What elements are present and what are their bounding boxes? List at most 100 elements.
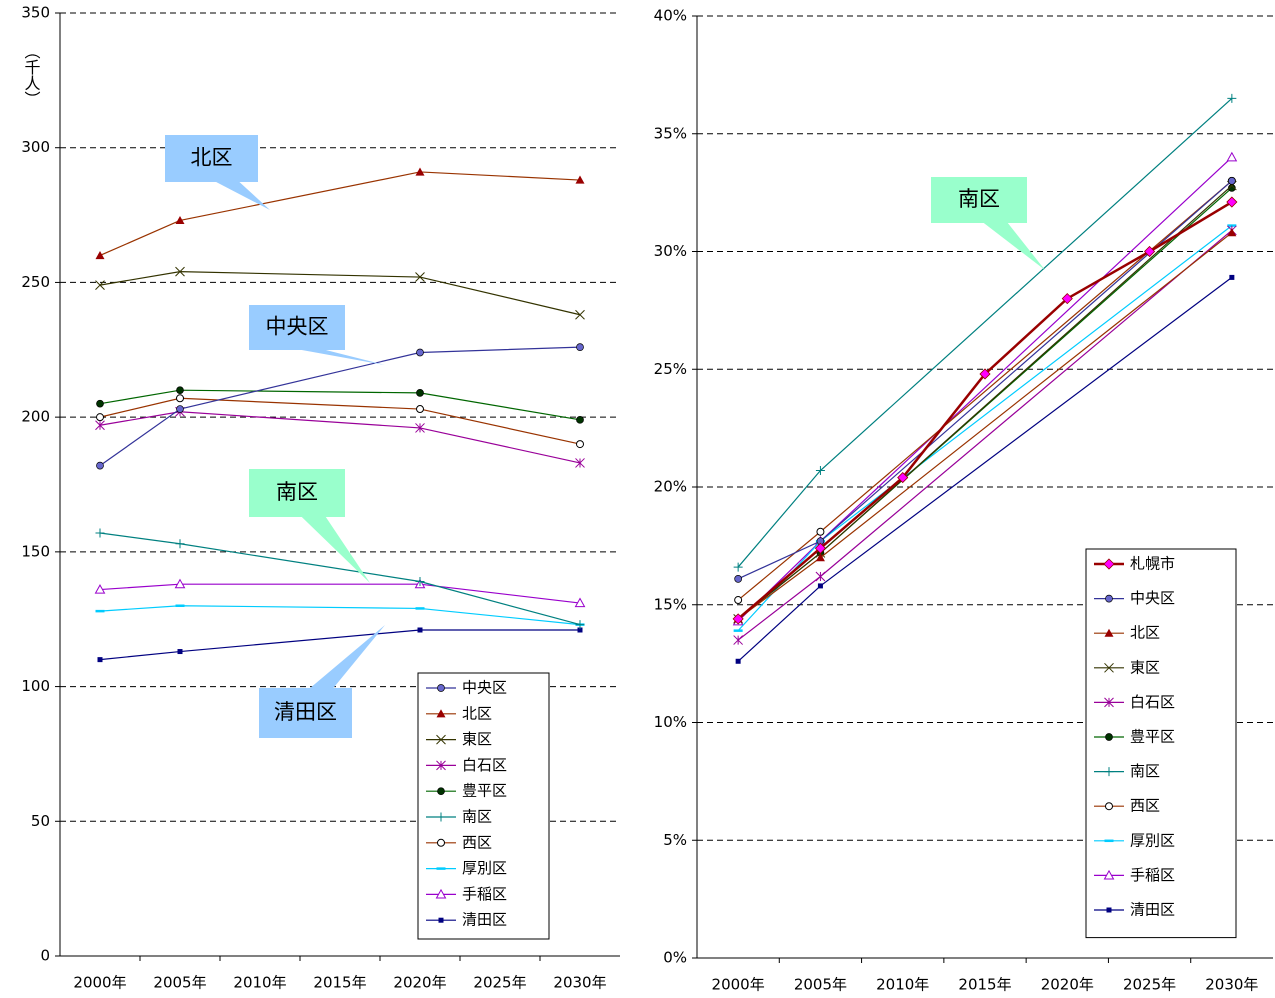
marker	[1227, 93, 1237, 103]
x-tick-label: 2030年	[1205, 976, 1258, 994]
marker	[174, 578, 186, 589]
marker	[575, 175, 585, 184]
marker	[437, 838, 445, 847]
callout-box	[249, 305, 345, 350]
marker	[415, 272, 425, 282]
marker	[814, 542, 826, 554]
y-tick-label: 200	[21, 408, 50, 426]
callout-text: 清田区	[274, 700, 337, 724]
y-tick-label: 20%	[654, 478, 687, 496]
y-tick-label: 250	[21, 273, 50, 291]
marker	[1104, 697, 1114, 708]
marker	[576, 440, 584, 449]
series-line	[99, 389, 581, 421]
legend-label: 南区	[1130, 762, 1160, 780]
marker	[175, 266, 185, 277]
marker	[577, 627, 583, 633]
callout-pointer	[301, 517, 370, 583]
legend-label: 手稲区	[462, 885, 507, 903]
marker	[1227, 228, 1237, 237]
series-line	[737, 180, 1233, 601]
callout-box	[249, 469, 345, 517]
callout-pointer	[310, 625, 385, 688]
marker	[897, 472, 909, 484]
legend-label: 西区	[462, 833, 492, 851]
marker	[96, 399, 104, 408]
marker	[574, 597, 586, 608]
marker	[733, 635, 743, 645]
y-tick-label: 15%	[654, 595, 687, 613]
marker	[1103, 869, 1115, 880]
x-tick-label: 2010年	[233, 974, 286, 992]
marker	[415, 423, 425, 433]
legend-label: 厚別区	[462, 859, 507, 877]
y-tick-label: 35%	[654, 124, 687, 142]
x-tick-label: 2025年	[1123, 976, 1176, 994]
marker	[1226, 196, 1238, 208]
legend-label: 豊平区	[462, 782, 507, 800]
series-line	[99, 346, 581, 467]
marker	[97, 657, 103, 663]
legend-label: 清田区	[1130, 901, 1175, 919]
marker	[815, 553, 825, 562]
x-tick-label: 2015年	[958, 976, 1011, 994]
legend-label: 北区	[462, 704, 492, 722]
marker	[177, 649, 183, 655]
marker	[417, 627, 423, 633]
callout-pointer	[983, 223, 1045, 270]
marker	[416, 348, 424, 357]
marker	[815, 466, 825, 476]
y-tick-label: 25%	[654, 360, 687, 378]
legend-label: 中央区	[462, 679, 507, 697]
callout-pointer	[216, 182, 270, 210]
marker	[1226, 151, 1238, 162]
x-tick-label: 2000年	[73, 974, 126, 992]
marker	[436, 760, 446, 771]
x-tick-label: 2025年	[473, 974, 526, 992]
marker	[1104, 628, 1114, 637]
marker	[575, 458, 585, 468]
series-line	[737, 180, 1233, 580]
y-tick-label: 5%	[663, 831, 687, 849]
marker	[1104, 767, 1114, 777]
series-line	[99, 271, 581, 316]
legend-box	[1085, 548, 1237, 939]
marker	[437, 684, 445, 692]
x-tick-label: 2005年	[153, 974, 206, 992]
marker	[175, 539, 185, 549]
marker	[436, 812, 446, 822]
marker	[95, 250, 105, 260]
y-tick-label: 0%	[663, 949, 687, 967]
callout-text: 南区	[276, 480, 318, 504]
legend-label: 手稲区	[1130, 866, 1175, 884]
marker	[576, 415, 584, 424]
x-tick-label: 2000年	[712, 976, 765, 994]
marker	[176, 386, 184, 395]
marker	[733, 562, 743, 572]
callout-box	[165, 135, 258, 182]
legend-label: 北区	[1130, 624, 1160, 642]
marker	[1061, 293, 1073, 305]
marker	[1105, 733, 1113, 741]
callout-text: 北区	[191, 146, 233, 170]
x-tick-label: 2005年	[794, 976, 847, 994]
marker	[815, 571, 826, 582]
marker	[176, 394, 184, 403]
marker	[438, 917, 444, 923]
marker	[435, 888, 447, 899]
marker	[1228, 177, 1236, 185]
marker	[979, 368, 991, 380]
marker	[436, 709, 446, 718]
x-tick-label: 2030年	[553, 974, 606, 992]
x-tick-label: 2020年	[393, 974, 446, 992]
series-line	[99, 171, 581, 257]
marker	[95, 420, 105, 431]
marker	[1104, 662, 1114, 673]
marker	[575, 309, 585, 320]
callout-text: 南区	[958, 187, 1000, 211]
marker	[575, 620, 585, 630]
callout-pointer	[301, 350, 385, 365]
marker	[437, 787, 445, 796]
series-line	[99, 532, 581, 626]
